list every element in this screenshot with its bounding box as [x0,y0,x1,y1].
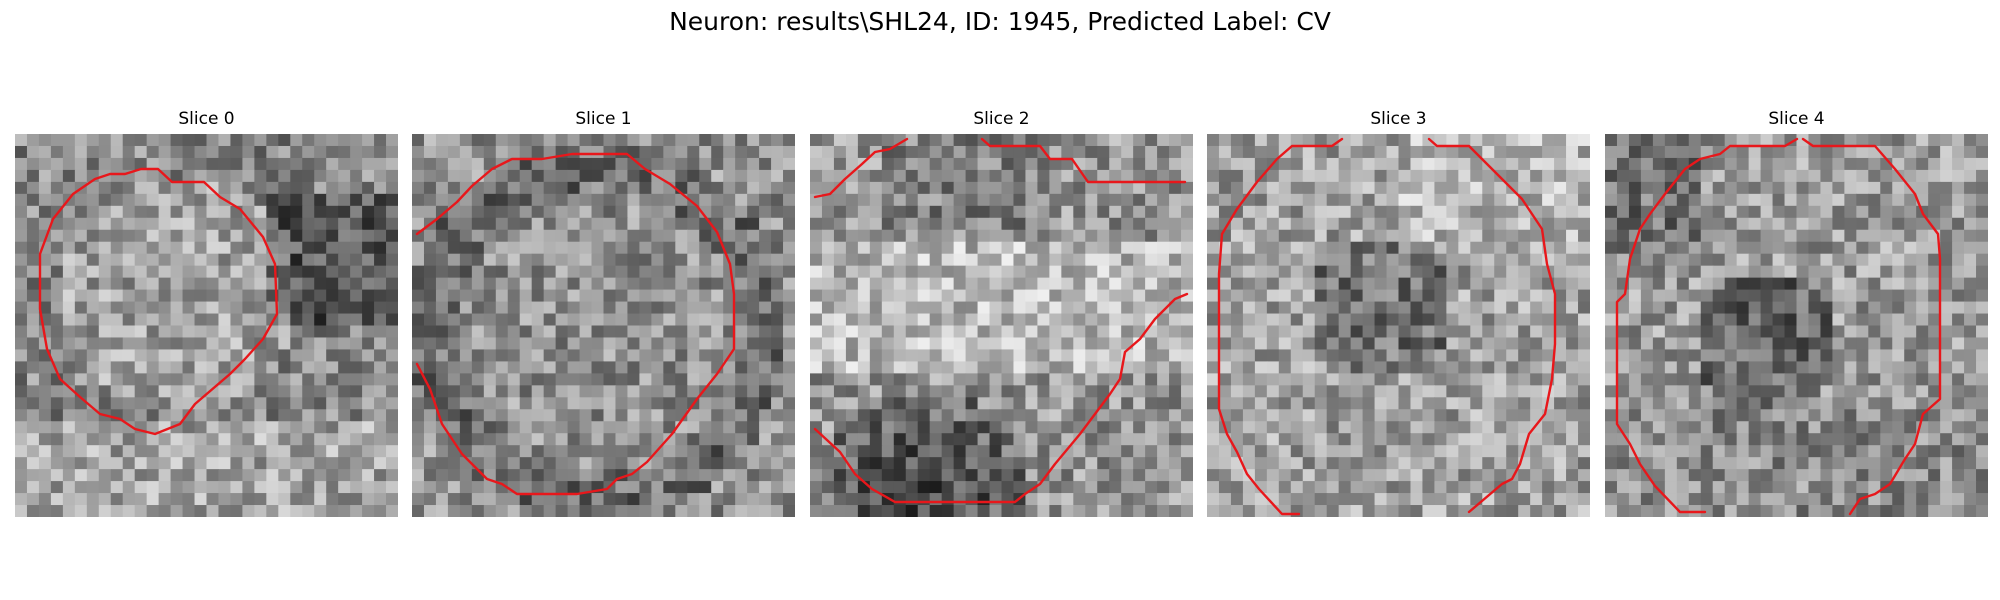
slice-3-image [1207,134,1590,517]
slice-1-image-svg [412,134,795,517]
slice-2-image-svg [810,134,1193,517]
slice-4-roi-contour-left [1615,137,1799,514]
slice-2-image [810,134,1193,517]
slice-2-roi-contour-top-left [813,137,909,199]
slice-3-image-svg [1207,134,1590,517]
slice-4-image-svg [1605,134,1988,517]
slice-3-roi-contour-right [1427,137,1557,514]
slice-1-image [412,134,795,517]
slice-4-title: Slice 4 [1768,109,1825,129]
slice-3-title: Slice 3 [1370,109,1427,129]
figure-title: Neuron: results\SHL24, ID: 1945, Predict… [669,7,1331,36]
slice-1-roi-contour [415,152,736,496]
slice-2-roi-contour-bottom [813,292,1189,504]
slice-0-title: Slice 0 [178,109,235,129]
slice-4-roi-contour-right [1801,137,1942,516]
slice-1-title: Slice 1 [575,109,632,129]
slice-0-image [15,134,398,517]
slice-0-image-svg [15,134,398,517]
slice-2-title: Slice 2 [973,109,1030,129]
slice-4-image [1605,134,1988,517]
slice-2-roi-contour-top-right [980,137,1187,184]
slice-0-roi-contour [38,167,279,436]
slice-3-roi-contour-left [1217,137,1344,516]
